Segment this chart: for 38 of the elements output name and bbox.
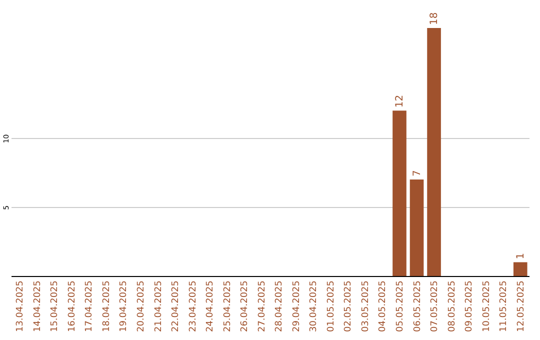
x-tick-label: 20.04.2025 (136, 280, 146, 332)
x-tick-label: 02.05.2025 (344, 280, 354, 332)
x-tick-label: 04.05.2025 (378, 280, 388, 332)
x-tick-label: 06.05.2025 (412, 280, 423, 332)
data-label: 12 (394, 94, 406, 108)
x-tick-label: 09.05.2025 (464, 280, 475, 332)
x-tick-label: 30.04.2025 (309, 280, 320, 332)
x-tick-label: 14.04.2025 (32, 280, 43, 332)
x-tick-label: 28.04.2025 (274, 280, 285, 332)
x-tick-label: 13.04.2025 (16, 280, 26, 332)
x-tick-label: 12.05.2025 (516, 280, 526, 332)
bar (392, 110, 406, 276)
x-tick-label: 21.04.2025 (154, 280, 164, 332)
data-label: 18 (429, 12, 440, 25)
x-tick-label: 18.04.2025 (102, 280, 112, 332)
x-tick-label: 10.05.2025 (482, 280, 492, 332)
bar (513, 262, 528, 276)
x-tick-label: 27.04.2025 (257, 280, 268, 332)
x-tick-label: 26.04.2025 (240, 280, 250, 332)
x-tick-label: 29.04.2025 (292, 280, 302, 332)
x-tick-label: 07.05.2025 (430, 280, 440, 332)
bar (427, 28, 441, 276)
x-tick-label: 01.05.2025 (326, 280, 336, 332)
x-tick-label: 08.05.2025 (447, 280, 458, 332)
x-tick-label: 22.04.2025 (171, 280, 182, 332)
data-label: 1 (515, 252, 526, 260)
x-tick-label: 24.04.2025 (206, 280, 216, 332)
x-tick-label: 11.05.2025 (499, 280, 510, 332)
x-tick-label: 19.04.2025 (119, 280, 130, 332)
x-tick-label: 15.04.2025 (50, 280, 60, 332)
bar (410, 180, 424, 276)
x-tick-label: 25.04.2025 (222, 280, 233, 332)
x-tick-label: 03.05.2025 (360, 280, 371, 332)
x-tick-label: 17.04.2025 (84, 280, 95, 332)
x-tick-label: 23.04.2025 (188, 280, 198, 332)
x-tick-label: 16.04.2025 (67, 280, 78, 332)
data-label: 7 (412, 170, 423, 177)
x-tick-label: 05.05.2025 (396, 280, 406, 332)
